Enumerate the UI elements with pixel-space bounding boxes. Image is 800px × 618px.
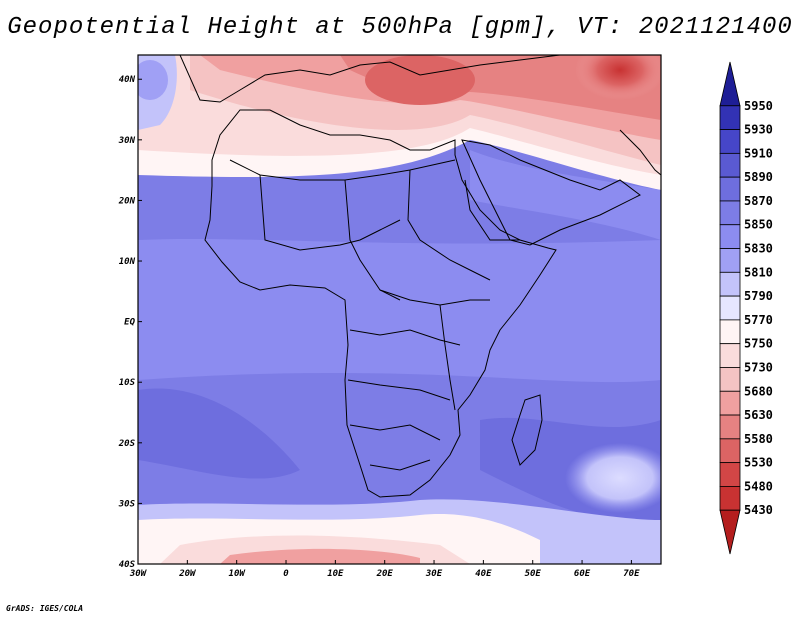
colorbar-swatch [719, 438, 741, 464]
lon-tick-label: 0 [283, 569, 289, 579]
colorbar-label: 5750 [744, 337, 773, 351]
colorbar-swatch [719, 105, 741, 130]
colorbar-swatch [719, 295, 741, 321]
colorbar-swatch [719, 486, 741, 511]
colorbar-swatch [719, 509, 741, 555]
lat-tick-label: 10S [119, 378, 136, 388]
coastlines [179, 55, 661, 498]
lat-tick-label: 30S [118, 499, 136, 509]
lat-tick-label: 10N [119, 257, 136, 267]
colorbar-label: 5630 [744, 408, 773, 422]
colorbar-swatch [719, 224, 741, 249]
colorbar-swatch [719, 61, 741, 107]
colorbar-swatch [719, 271, 741, 297]
colorbar-label: 5770 [744, 313, 773, 327]
lon-tick-label: 20W [178, 569, 197, 579]
lon-tick-label: 40E [475, 569, 492, 579]
colorbar-swatch [719, 390, 741, 416]
colorbar-swatch [719, 152, 741, 178]
lat-axis: 40N 30N 20N 10N EQ 10S 20S 30S 40S [118, 75, 142, 570]
colorbar-label: 5580 [744, 432, 773, 446]
colorbar-swatch [719, 343, 741, 368]
colorbar-label: 5910 [744, 146, 773, 160]
map-frame [137, 54, 662, 565]
lon-axis: 30W 20W 10W 0 10E 20E 30E 40E 50E 60E 70E [129, 560, 640, 579]
colorbar-label: 5530 [744, 456, 773, 470]
colorbar-label: 5480 [744, 479, 773, 493]
colorbar-swatch [719, 319, 741, 345]
lon-tick-label: 10W [229, 569, 247, 579]
colorbar-label: 5790 [744, 289, 773, 303]
colorbar-swatch [719, 129, 741, 154]
colorbar-swatch [719, 248, 741, 273]
colorbar-swatch [719, 176, 741, 202]
colorbar-label: 5930 [744, 123, 773, 137]
footer-credit: GrADS: IGES/COLA [6, 604, 84, 613]
colorbar-label: 5680 [744, 384, 773, 398]
colorbar-label: 5810 [744, 265, 773, 279]
colorbar-swatch [719, 462, 741, 487]
lon-tick-label: 60E [574, 569, 591, 579]
colorbar-label: 5870 [744, 194, 773, 208]
colorbar-label: 5950 [744, 99, 773, 113]
lat-tick-label: 20S [118, 439, 136, 449]
lon-tick-label: 30W [129, 569, 148, 579]
colorbar-swatch [719, 200, 741, 226]
height-field [138, 55, 661, 564]
lat-tick-label: EQ [124, 318, 135, 328]
lat-tick-label: 40N [119, 75, 136, 85]
colorbar: 5950 5930 5910 5890 5870 5850 5830 5810 5790 5770… [719, 61, 773, 555]
colorbar-label: 5830 [744, 242, 773, 256]
colorbar-label: 5850 [744, 218, 773, 232]
lon-tick-label: 70E [623, 569, 640, 579]
colorbar-label: 5430 [744, 503, 773, 517]
lon-tick-label: 30E [425, 569, 443, 579]
colorbar-label: 5890 [744, 170, 773, 184]
lon-tick-label: 10E [327, 569, 344, 579]
lat-tick-label: 30N [118, 136, 136, 146]
lon-tick-label: 50E [525, 569, 542, 579]
colorbar-label: 5730 [744, 360, 773, 374]
page-title: Geopotential Height at 500hPa [gpm], VT:… [7, 14, 793, 41]
colorbar-swatch [719, 414, 741, 440]
lat-tick-label: 20N [118, 196, 136, 206]
colorbar-swatch [719, 367, 741, 392]
lat-tick-label: 40S [119, 560, 136, 570]
lon-tick-label: 20E [376, 569, 394, 579]
